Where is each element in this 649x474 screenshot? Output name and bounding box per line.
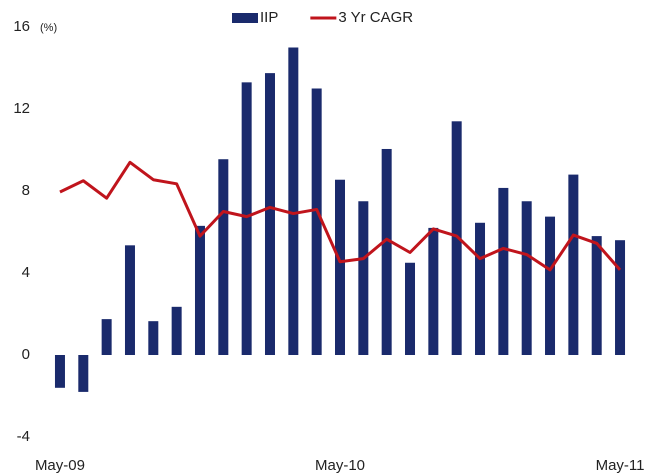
bar <box>124 245 135 355</box>
bar <box>148 321 159 355</box>
y-tick-label: 12 <box>13 100 30 117</box>
legend-swatch <box>232 13 258 23</box>
y-tick-label: 0 <box>22 346 30 363</box>
bar <box>311 88 322 355</box>
bar <box>54 355 65 388</box>
legend-label: IIP <box>260 9 278 26</box>
bar <box>475 222 486 355</box>
bar <box>545 216 556 355</box>
bar <box>78 355 89 392</box>
bar <box>218 159 229 355</box>
bar <box>591 236 602 355</box>
legend-label: 3 Yr CAGR <box>338 9 413 26</box>
bar <box>101 319 112 355</box>
bar <box>194 225 205 355</box>
y-tick-label: -4 <box>17 428 30 445</box>
bar <box>358 201 369 355</box>
bar <box>498 187 509 355</box>
bar <box>568 174 579 355</box>
bar <box>615 240 626 355</box>
line <box>59 160 622 272</box>
y-tick-label: 4 <box>22 264 30 281</box>
y-tick-label: 8 <box>22 182 30 199</box>
bar <box>171 306 182 355</box>
bar <box>405 262 416 355</box>
bar <box>521 201 532 355</box>
bar <box>241 82 252 355</box>
bar <box>288 47 299 355</box>
bar <box>335 179 345 355</box>
bar <box>381 148 392 355</box>
x-tick-label: May-09 <box>35 457 85 474</box>
y-axis-label: (%) <box>40 22 57 34</box>
bar <box>264 73 275 355</box>
bar <box>428 227 439 355</box>
y-tick-label: 16 <box>13 18 30 35</box>
x-tick-label: May-10 <box>315 457 365 474</box>
x-tick-label: May-11 <box>596 457 645 474</box>
